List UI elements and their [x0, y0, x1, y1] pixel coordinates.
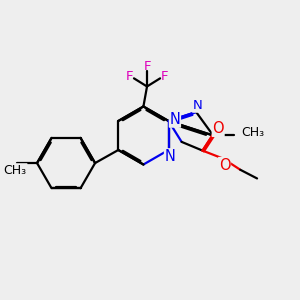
Text: F: F	[126, 70, 134, 83]
Text: N: N	[165, 149, 176, 164]
Text: O: O	[219, 158, 230, 172]
Text: F: F	[143, 60, 151, 73]
Text: CH₃: CH₃	[4, 164, 27, 177]
Text: F: F	[161, 70, 168, 83]
Text: N: N	[169, 112, 180, 127]
Text: O: O	[212, 121, 224, 136]
Text: N: N	[193, 99, 202, 112]
Text: CH₃: CH₃	[242, 125, 265, 139]
